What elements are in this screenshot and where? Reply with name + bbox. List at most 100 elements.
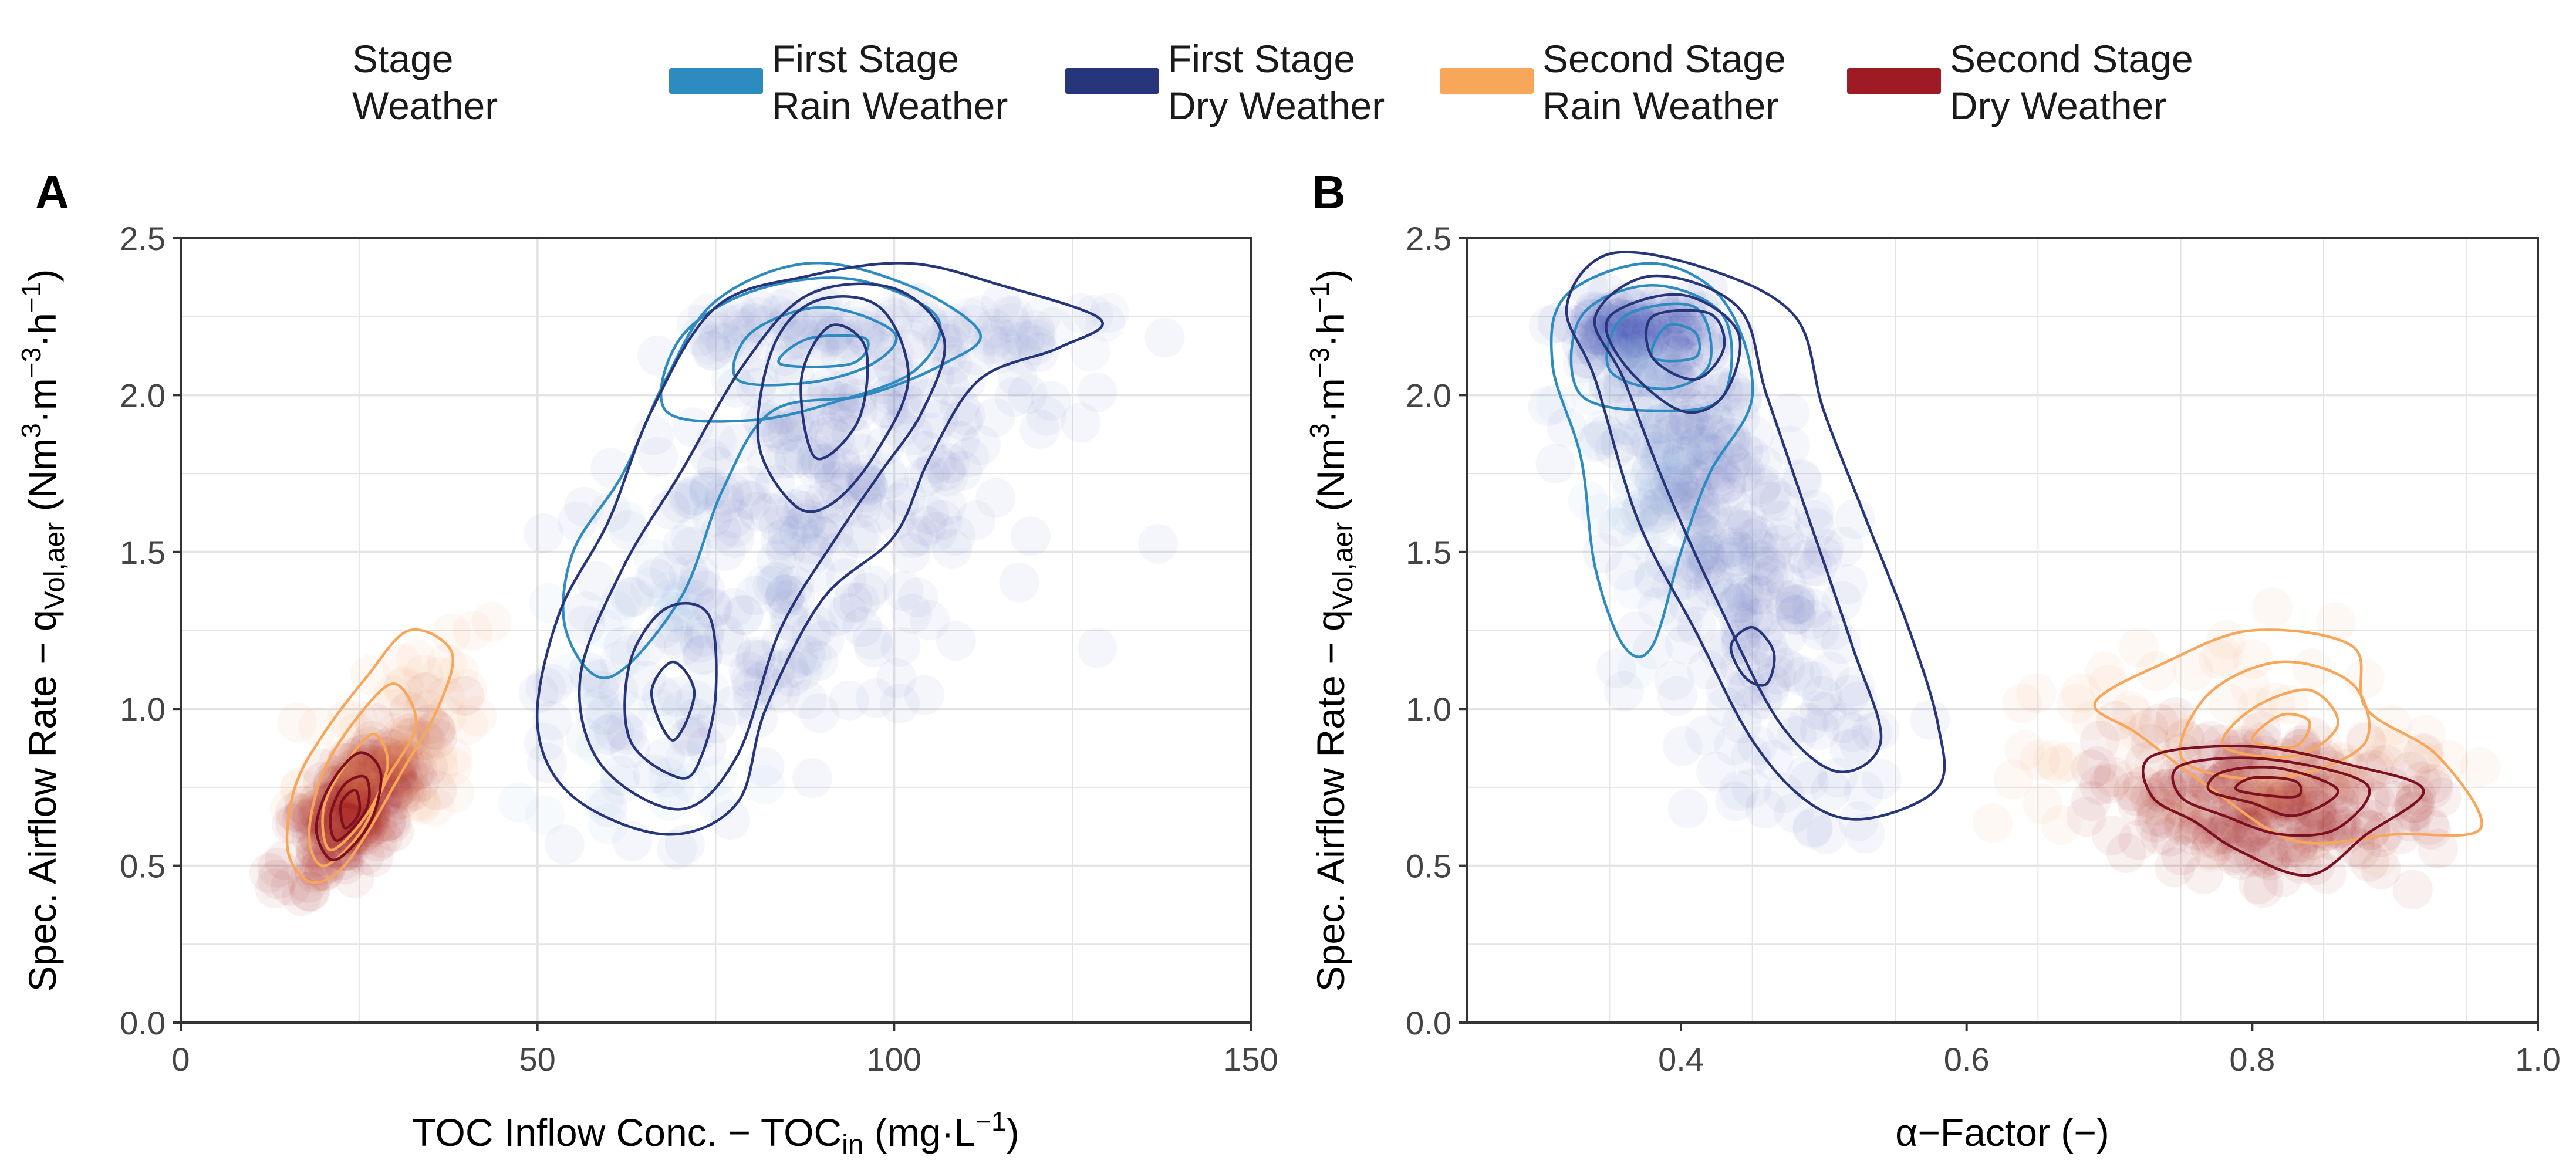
data-point [906,506,947,546]
data-point [576,561,616,601]
data-point [610,634,650,675]
data-point [629,567,670,608]
contour-line [660,276,942,423]
data-point [883,571,924,611]
data-point [1034,307,1073,347]
data-point [2243,868,2284,908]
data-point [638,688,678,729]
data-point [1636,382,1676,422]
data-point [426,695,467,736]
data-point [1575,422,1615,463]
legend-key-second-stage-dry [1847,68,1941,94]
data-point [1630,319,1670,359]
data-point [710,800,751,840]
data-point [1774,585,1815,625]
data-point [765,574,805,614]
data-point [804,620,845,661]
data-point [1804,528,1844,569]
data-point [845,454,886,495]
data-point [807,442,848,483]
data-point [1605,309,1646,349]
data-point [2406,715,2446,755]
data-point [526,667,566,707]
data-point [1744,561,1785,602]
data-point [1070,332,1110,372]
data-point [427,644,467,684]
data-point [928,456,968,497]
data-point [741,397,781,437]
data-point [764,438,805,479]
data-point [929,443,970,483]
data-point [1138,524,1179,564]
data-point [1649,466,1690,506]
data-point [2061,673,2101,713]
data-point [823,487,864,527]
data-point [1792,809,1833,849]
data-point [1569,320,1609,361]
data-point [845,462,886,502]
data-point [1719,601,1760,642]
contour-line [308,682,418,867]
data-point [2219,743,2259,783]
data-point [2257,831,2298,871]
data-point [1060,293,1100,333]
data-point [718,423,758,464]
data-point [565,591,606,632]
contour-line [2206,766,2339,817]
data-point [1680,485,1720,525]
data-point [832,583,873,623]
data-point [1775,584,1816,624]
data-point [1089,293,1130,333]
data-point [2267,788,2308,828]
data-point [1630,454,1671,494]
data-point [1005,320,1045,361]
data-point [2394,791,2435,831]
panel-label: B [1312,166,1346,218]
data-point [447,669,487,709]
data-point [1726,667,1766,707]
data-point [2302,804,2343,844]
data-point [2254,789,2295,829]
data-point [2344,659,2385,699]
data-point [1640,432,1681,472]
data-point [1662,442,1703,483]
data-point [588,715,629,755]
data-point [1651,326,1691,367]
data-point [1647,462,1687,502]
data-point [2190,832,2230,872]
data-point [660,483,700,523]
data-point [745,306,785,346]
data-point [723,324,764,365]
data-point [2139,772,2180,812]
data-point [697,446,737,487]
data-point [1745,611,1785,651]
data-point [372,802,412,843]
data-point [1720,646,1760,686]
density-contours [535,262,1104,836]
data-point [855,678,896,718]
data-point [657,829,697,870]
data-point [765,530,806,570]
data-point [1650,297,1691,338]
data-point [1678,487,1719,527]
data-point [1732,519,1773,559]
data-point [1745,789,1785,829]
data-point [749,493,790,533]
data-point [1642,437,1682,478]
data-point [711,627,752,667]
data-point [1706,464,1746,505]
data-point [1716,490,1757,530]
data-point [712,686,752,726]
contour-line [1565,251,1946,821]
data-point [407,672,448,712]
data-point [744,747,785,787]
data-point [793,533,833,574]
contour-line [315,751,383,862]
data-point [671,716,711,756]
data-point [839,583,880,623]
data-point [680,556,720,596]
chart-panel-b: B 0.4 0.6 0.8 1.0 0.0 0.5 1.0 1.5 2.0 2.5 α−Facto… [1304,166,2561,1154]
x-tick-label: 50 [519,1041,556,1078]
data-point [1599,297,1639,338]
data-point [822,310,862,351]
